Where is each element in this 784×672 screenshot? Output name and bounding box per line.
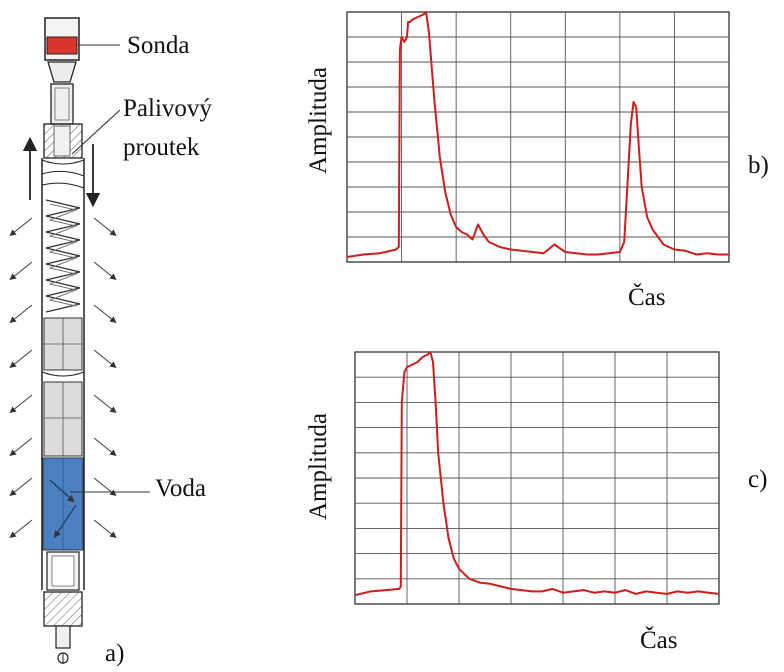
heat-arrows-left	[9, 217, 33, 539]
heat-arrows-right	[93, 217, 117, 539]
water-region	[42, 457, 84, 551]
leader-lines	[70, 44, 150, 493]
rod-bottom	[43, 551, 83, 664]
chart-c-signal-line	[354, 351, 720, 597]
panel-c-label: c)	[748, 466, 768, 493]
fuel-rod-label-line1: Palivový	[123, 95, 212, 122]
flow-arrows	[22, 136, 101, 208]
probe-label: Sonda	[127, 32, 190, 59]
panel-a-label: a)	[105, 640, 125, 667]
plenum-spring	[45, 199, 81, 313]
panel-b-label: b)	[748, 152, 769, 179]
chart-b-xlabel: Čas	[628, 284, 666, 311]
chart-c-xlabel: Čas	[640, 627, 678, 654]
fuel-rod-label-line2: proutek	[123, 134, 200, 161]
water-label: Voda	[155, 475, 206, 502]
chart-b-signal-line	[346, 11, 729, 258]
probe-marker	[46, 36, 78, 55]
fuel-pellets	[41, 317, 85, 457]
cladding-tube	[41, 158, 85, 590]
chart-c-ylabel: Amplituda	[305, 413, 332, 520]
rod-head	[43, 17, 83, 159]
